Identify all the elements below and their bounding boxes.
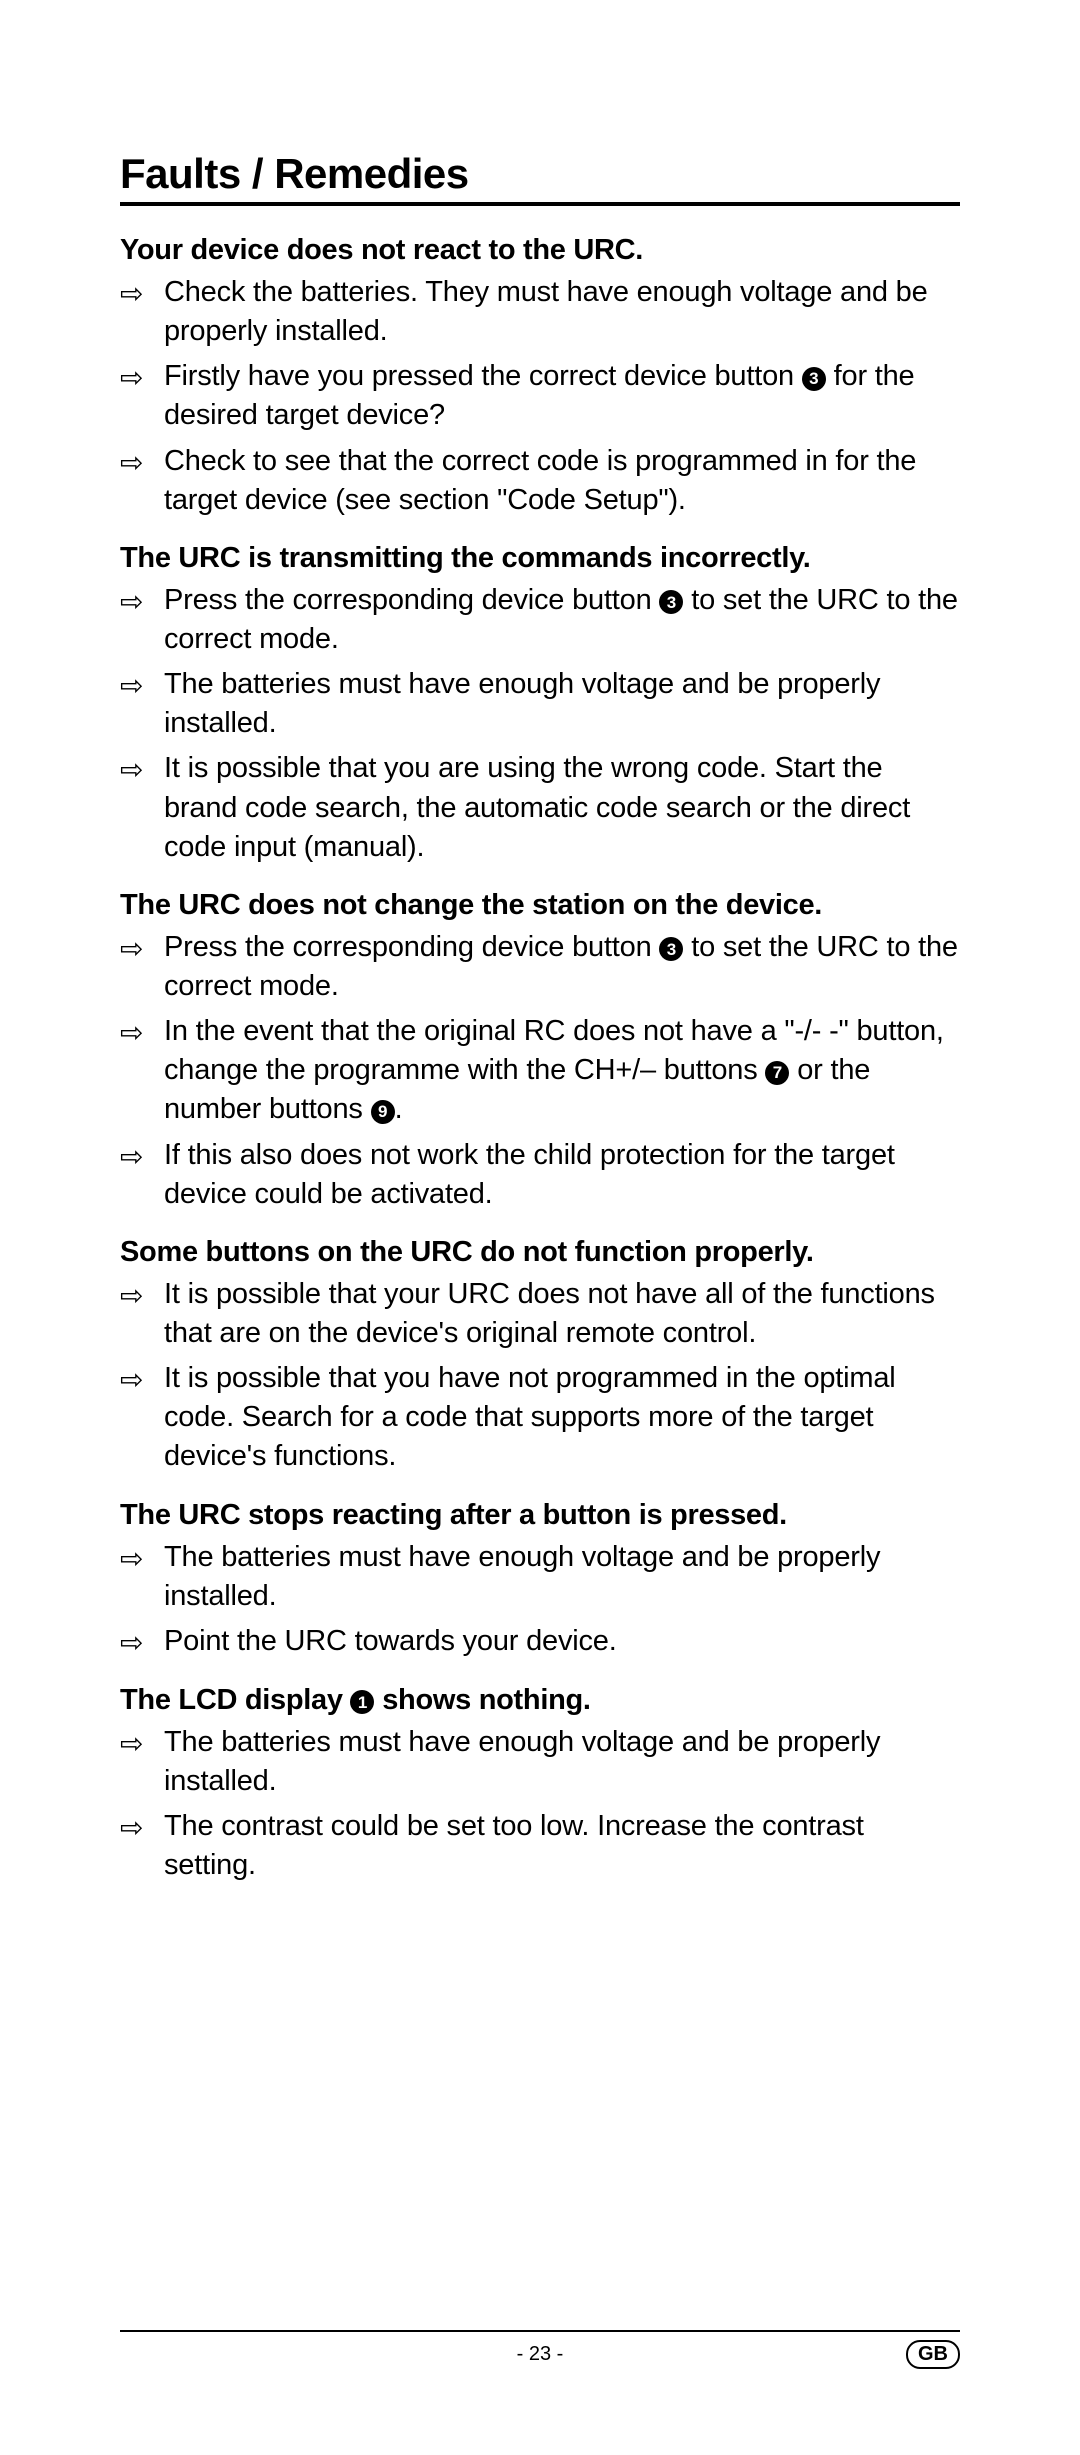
remedy-text: Press the corresponding device button 3 … bbox=[164, 581, 960, 659]
remedy-item: ⇨The batteries must have enough voltage … bbox=[120, 1538, 960, 1616]
fault-heading: The URC stops reacting after a button is… bbox=[120, 1499, 960, 1532]
remedy-text: Press the corresponding device button 3 … bbox=[164, 928, 960, 1006]
remedy-item: ⇨Press the corresponding device button 3… bbox=[120, 581, 960, 659]
remedy-text: It is possible that you are using the wr… bbox=[164, 749, 960, 866]
remedy-text: Point the URC towards your device. bbox=[164, 1622, 960, 1661]
remedy-text: The contrast could be set too low. Incre… bbox=[164, 1807, 960, 1885]
remedy-text: The batteries must have enough voltage a… bbox=[164, 1723, 960, 1801]
remedy-text: Firstly have you pressed the correct dev… bbox=[164, 357, 960, 435]
arrow-icon: ⇨ bbox=[120, 1622, 164, 1662]
remedy-list: ⇨It is possible that your URC does not h… bbox=[120, 1275, 960, 1477]
arrow-icon: ⇨ bbox=[120, 1275, 164, 1315]
remedy-item: ⇨Firstly have you pressed the correct de… bbox=[120, 357, 960, 435]
reference-number-icon: 3 bbox=[802, 367, 826, 391]
fault-heading: The URC is transmitting the commands inc… bbox=[120, 542, 960, 575]
reference-number-icon: 1 bbox=[350, 1690, 374, 1714]
arrow-icon: ⇨ bbox=[120, 1807, 164, 1847]
remedy-item: ⇨The batteries must have enough voltage … bbox=[120, 1723, 960, 1801]
reference-number-icon: 3 bbox=[659, 590, 683, 614]
fault-heading: The URC does not change the station on t… bbox=[120, 889, 960, 922]
remedy-text: In the event that the original RC does n… bbox=[164, 1012, 960, 1129]
arrow-icon: ⇨ bbox=[120, 1359, 164, 1399]
arrow-icon: ⇨ bbox=[120, 1538, 164, 1578]
arrow-icon: ⇨ bbox=[120, 665, 164, 705]
fault-heading: The LCD display 1 shows nothing. bbox=[120, 1684, 960, 1717]
arrow-icon: ⇨ bbox=[120, 1136, 164, 1176]
faults-sections: Your device does not react to the URC.⇨C… bbox=[120, 234, 960, 1885]
remedy-list: ⇨Press the corresponding device button 3… bbox=[120, 581, 960, 867]
page-number: - 23 - bbox=[517, 2343, 564, 2366]
remedy-item: ⇨If this also does not work the child pr… bbox=[120, 1136, 960, 1214]
region-badge: GB bbox=[906, 2340, 960, 2369]
remedy-item: ⇨The batteries must have enough voltage … bbox=[120, 665, 960, 743]
remedy-text: It is possible that your URC does not ha… bbox=[164, 1275, 960, 1353]
arrow-icon: ⇨ bbox=[120, 581, 164, 621]
remedy-text: The batteries must have enough voltage a… bbox=[164, 665, 960, 743]
arrow-icon: ⇨ bbox=[120, 273, 164, 313]
remedy-item: ⇨Point the URC towards your device. bbox=[120, 1622, 960, 1662]
arrow-icon: ⇨ bbox=[120, 1723, 164, 1763]
remedy-text: It is possible that you have not program… bbox=[164, 1359, 960, 1476]
remedy-item: ⇨It is possible that your URC does not h… bbox=[120, 1275, 960, 1353]
fault-heading: Some buttons on the URC do not function … bbox=[120, 1236, 960, 1269]
remedy-item: ⇨It is possible that you are using the w… bbox=[120, 749, 960, 866]
remedy-text: Check the batteries. They must have enou… bbox=[164, 273, 960, 351]
remedy-item: ⇨It is possible that you have not progra… bbox=[120, 1359, 960, 1476]
arrow-icon: ⇨ bbox=[120, 357, 164, 397]
reference-number-icon: 9 bbox=[371, 1100, 395, 1124]
remedy-list: ⇨The batteries must have enough voltage … bbox=[120, 1538, 960, 1662]
remedy-item: ⇨The contrast could be set too low. Incr… bbox=[120, 1807, 960, 1885]
page-title: Faults / Remedies bbox=[120, 150, 960, 206]
remedy-list: ⇨Press the corresponding device button 3… bbox=[120, 928, 960, 1214]
remedy-text: If this also does not work the child pro… bbox=[164, 1136, 960, 1214]
remedy-text: The batteries must have enough voltage a… bbox=[164, 1538, 960, 1616]
remedy-item: ⇨In the event that the original RC does … bbox=[120, 1012, 960, 1129]
fault-heading: Your device does not react to the URC. bbox=[120, 234, 960, 267]
remedy-item: ⇨Check the batteries. They must have eno… bbox=[120, 273, 960, 351]
reference-number-icon: 7 bbox=[765, 1061, 789, 1085]
reference-number-icon: 3 bbox=[659, 937, 683, 961]
arrow-icon: ⇨ bbox=[120, 749, 164, 789]
remedy-text: Check to see that the correct code is pr… bbox=[164, 442, 960, 520]
arrow-icon: ⇨ bbox=[120, 1012, 164, 1052]
arrow-icon: ⇨ bbox=[120, 928, 164, 968]
remedy-list: ⇨The batteries must have enough voltage … bbox=[120, 1723, 960, 1886]
remedy-list: ⇨Check the batteries. They must have eno… bbox=[120, 273, 960, 520]
page-footer: - 23 - GB bbox=[120, 2330, 960, 2369]
arrow-icon: ⇨ bbox=[120, 442, 164, 482]
remedy-item: ⇨Press the corresponding device button 3… bbox=[120, 928, 960, 1006]
remedy-item: ⇨Check to see that the correct code is p… bbox=[120, 442, 960, 520]
